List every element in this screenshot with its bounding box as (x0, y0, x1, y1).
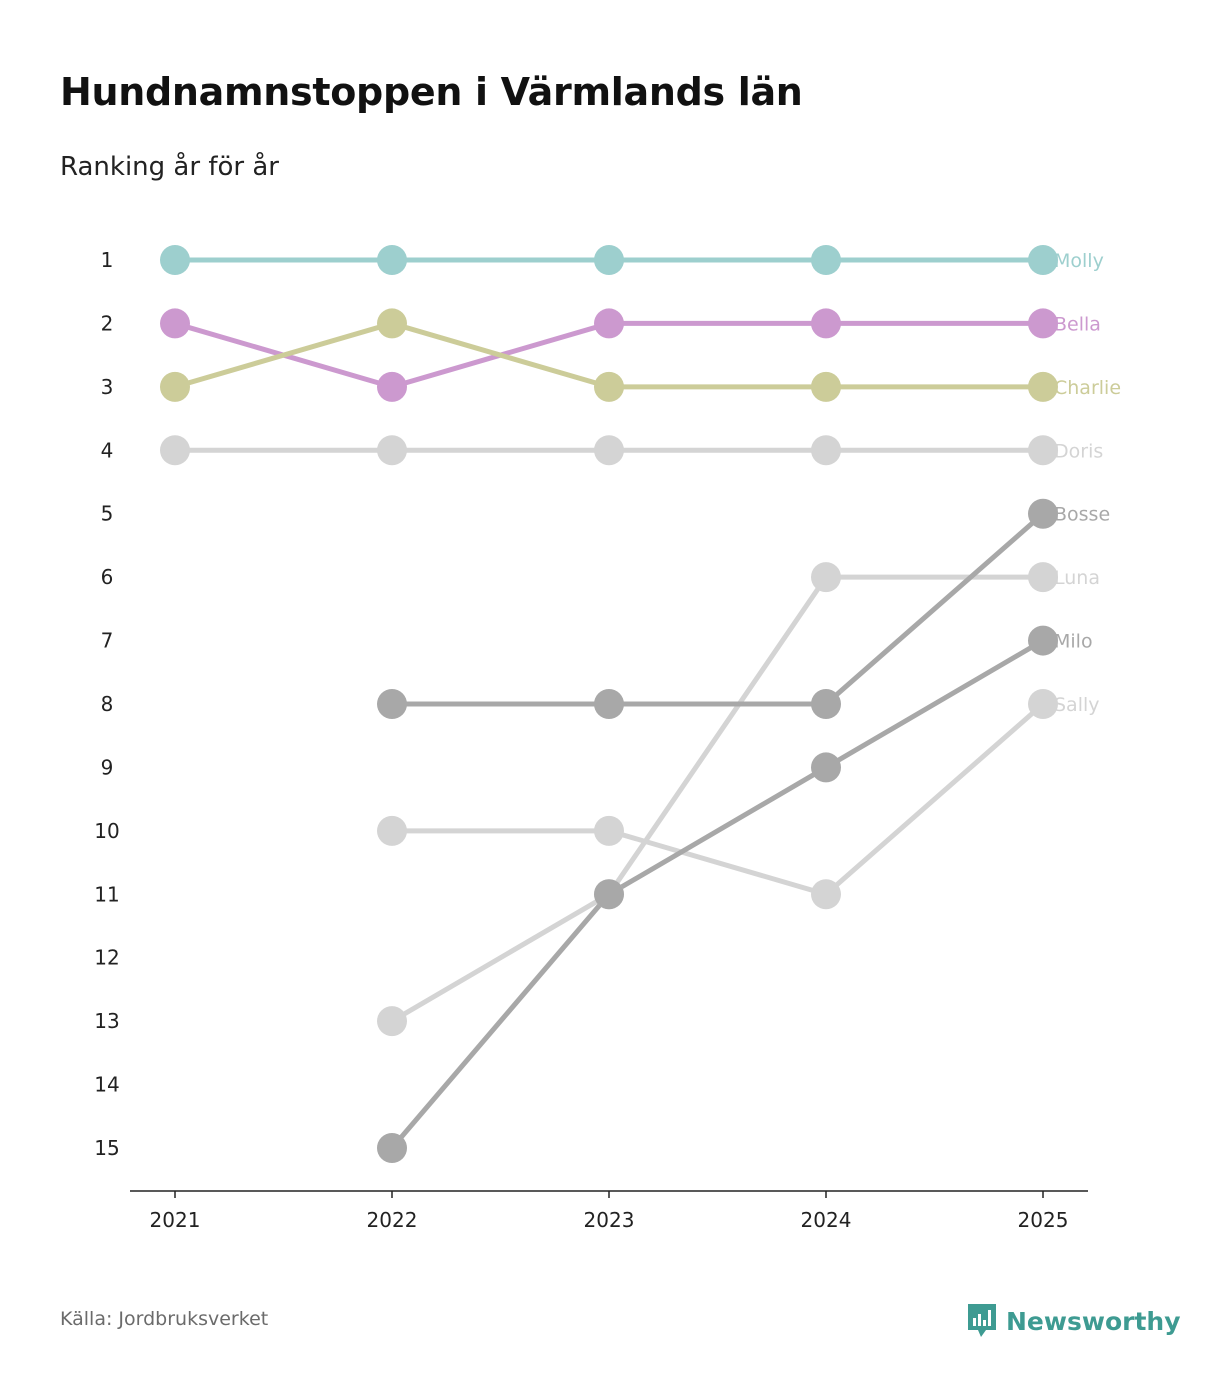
point-bella-2022 (377, 371, 407, 402)
y-tick-label-14: 14 (94, 1073, 119, 1097)
y-tick-label-4: 4 (101, 438, 114, 462)
end-label-doris: Doris (1054, 440, 1103, 462)
point-luna-2022 (377, 1006, 407, 1037)
y-tick-label-5: 5 (101, 502, 114, 526)
point-doris-2022 (377, 435, 407, 466)
series-line-bosse (389, 511, 1046, 707)
series-end-labels: Doris Luna Sally Bosse Milo Molly Bella Charlie (1054, 250, 1121, 716)
point-milo-2022 (377, 1133, 407, 1163)
x-tick-label-2024: 2024 (801, 1208, 852, 1232)
point-molly-2025 (1028, 245, 1058, 275)
point-bella-2024 (811, 308, 841, 339)
y-tick-label-9: 9 (101, 755, 114, 779)
y-tick-label-10: 10 (94, 819, 119, 843)
y-tick-label-15: 15 (94, 1136, 119, 1160)
point-bella-2023 (594, 308, 624, 339)
point-charlie-2021 (160, 371, 190, 402)
point-luna-2025 (1028, 562, 1058, 593)
end-label-bella: Bella (1054, 313, 1101, 335)
point-bosse-2022 (377, 689, 407, 719)
x-tick-label-2023: 2023 (584, 1208, 635, 1232)
point-sally-2023 (594, 815, 624, 846)
y-tick-label-13: 13 (94, 1009, 119, 1033)
y-tick-label-3: 3 (101, 375, 114, 399)
newsworthy-logo-icon (968, 1304, 996, 1337)
point-bella-2025 (1028, 308, 1058, 339)
chart-title: Hundnamnstoppen i Värmlands län (60, 70, 803, 114)
point-sally-2024 (811, 879, 841, 910)
point-doris-2025 (1028, 435, 1058, 466)
y-tick-label-12: 12 (94, 946, 119, 970)
end-label-charlie: Charlie (1054, 377, 1121, 399)
point-doris-2023 (594, 435, 624, 466)
y-tick-label-1: 1 (101, 248, 114, 272)
point-milo-2023 (594, 879, 624, 910)
x-tick-label-2025: 2025 (1018, 1208, 1069, 1232)
point-charlie-2025 (1028, 371, 1058, 402)
point-molly-2021 (160, 245, 190, 275)
series-line-luna (389, 574, 1046, 1024)
point-bella-2021 (160, 308, 190, 339)
point-milo-2025 (1028, 625, 1058, 656)
chart-subtitle: Ranking år för år (60, 152, 279, 182)
point-charlie-2023 (594, 371, 624, 402)
point-bosse-2025 (1028, 498, 1058, 529)
end-label-sally: Sally (1054, 694, 1100, 716)
point-luna-2024 (811, 562, 841, 593)
x-tick-label-2021: 2021 (150, 1208, 201, 1232)
x-tick-label-2022: 2022 (367, 1208, 418, 1232)
series-line-sally (389, 701, 1046, 897)
point-molly-2024 (811, 245, 841, 275)
point-bosse-2024 (811, 689, 841, 719)
point-molly-2022 (377, 245, 407, 275)
point-charlie-2022 (377, 308, 407, 339)
brand-logo: Newsworthy (966, 1302, 1181, 1340)
end-label-luna: Luna (1054, 567, 1100, 589)
point-molly-2023 (594, 245, 624, 275)
point-sally-2025 (1028, 689, 1058, 719)
series-points (160, 245, 1058, 1163)
y-tick-label-11: 11 (94, 882, 119, 906)
y-tick-label-6: 6 (101, 565, 114, 589)
series-line-milo (389, 638, 1046, 1151)
x-axis-ticks: 2021 2022 2023 2024 2025 (150, 1191, 1069, 1232)
y-tick-label-8: 8 (101, 692, 114, 716)
point-milo-2024 (811, 752, 841, 783)
end-label-bosse: Bosse (1054, 504, 1110, 526)
y-tick-label-7: 7 (101, 629, 114, 653)
end-label-molly: Molly (1054, 250, 1104, 272)
point-doris-2021 (160, 435, 190, 466)
y-tick-label-2: 2 (101, 311, 114, 335)
brand-name: Newsworthy (1006, 1306, 1181, 1336)
point-doris-2024 (811, 435, 841, 466)
point-charlie-2024 (811, 371, 841, 402)
point-sally-2022 (377, 815, 407, 846)
source-note: Källa: Jordbruksverket (60, 1308, 269, 1330)
end-label-milo: Milo (1054, 631, 1093, 653)
point-bosse-2023 (594, 689, 624, 719)
